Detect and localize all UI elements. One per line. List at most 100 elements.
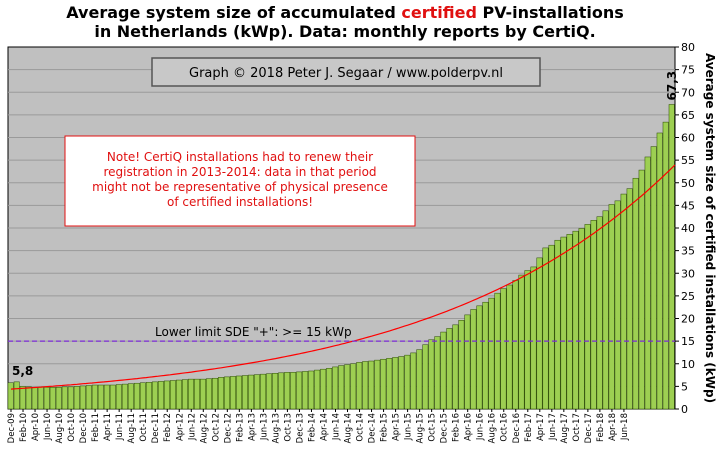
- bar: [368, 360, 375, 410]
- bar: [73, 386, 80, 410]
- x-axis: Dec-09 Feb-10 Apr-10 Jun-10 Aug-10 Oct-10 Dec-…: [7, 409, 630, 443]
- bar: [380, 358, 387, 410]
- title-part-end: PV-installations: [476, 3, 624, 22]
- bar: [163, 380, 170, 410]
- bar: [31, 387, 38, 410]
- bar: [169, 380, 176, 410]
- bar: [344, 364, 351, 410]
- x-tick-label: Jun-16: [476, 413, 486, 441]
- bar: [578, 228, 585, 410]
- bar: [19, 386, 26, 410]
- bar: [49, 387, 56, 410]
- x-tick-label: Jun-18: [620, 413, 630, 441]
- bar: [326, 368, 333, 410]
- x-tick-label: Oct-12: [211, 413, 221, 442]
- bar: [314, 369, 321, 410]
- bar: [200, 378, 206, 410]
- bar: [79, 385, 86, 410]
- bar: [668, 104, 675, 410]
- note-box: Note! CertiQ installations had to renew …: [64, 135, 416, 227]
- bar: [362, 361, 369, 410]
- y-tick-label: 45: [681, 199, 695, 212]
- x-tick-label: Apr-17: [536, 413, 546, 441]
- x-tick-label: Apr-14: [320, 413, 330, 441]
- bar: [91, 384, 98, 410]
- bar: [194, 378, 200, 410]
- bar: [176, 379, 182, 410]
- bar: [115, 384, 122, 410]
- note-line-4: of certified installations!: [167, 195, 313, 209]
- bar: [434, 336, 441, 410]
- bar: [230, 376, 236, 410]
- bar: [338, 365, 345, 410]
- bar: [97, 384, 104, 410]
- x-tick-label: Apr-11: [103, 413, 113, 441]
- bar: [626, 188, 633, 410]
- bar: [242, 375, 249, 410]
- x-tick-label: Jun-11: [115, 413, 125, 441]
- bar: [440, 331, 447, 410]
- x-tick-label: Dec-10: [79, 413, 89, 443]
- bar: [284, 372, 291, 410]
- x-tick-label: Dec-16: [512, 413, 522, 443]
- x-tick-label: Aug-13: [271, 413, 281, 443]
- bar: [464, 314, 471, 410]
- bar: [518, 274, 525, 410]
- bar: [494, 292, 501, 410]
- x-tick-label: Oct-17: [572, 413, 582, 442]
- x-tick-label: Dec-15: [440, 413, 450, 443]
- note-line-2: registration in 2013-2014: data in that …: [103, 165, 376, 179]
- x-tick-label: Oct-15: [428, 413, 438, 442]
- bar: [224, 376, 230, 410]
- bar: [67, 386, 74, 410]
- bar: [145, 382, 152, 410]
- x-tick-label: Jun-13: [259, 413, 269, 441]
- bar: [548, 244, 555, 410]
- x-tick-label: Jun-17: [548, 413, 558, 441]
- note-line-3: might not be representative of physical …: [92, 180, 388, 194]
- credit-box: Graph © 2018 Peter J. Segaar / www.polde…: [151, 57, 541, 87]
- bars: [7, 104, 675, 410]
- bar: [109, 384, 116, 410]
- bar: [506, 284, 513, 410]
- bar: [157, 381, 164, 410]
- bar: [139, 382, 146, 410]
- y-tick-label: 35: [681, 245, 695, 258]
- x-tick-label: Feb-18: [596, 413, 606, 442]
- y-tick-label: 80: [681, 41, 695, 54]
- bar: [512, 280, 519, 410]
- bar: [614, 200, 621, 410]
- x-tick-label: Jun-15: [404, 413, 414, 441]
- y-tick-label: 60: [681, 132, 695, 145]
- y-tick-label: 20: [681, 313, 695, 326]
- x-tick-label: Feb-14: [308, 413, 318, 442]
- bar: [127, 383, 134, 410]
- y-tick-label: 40: [681, 222, 695, 235]
- bar: [428, 339, 435, 410]
- bar: [103, 384, 110, 410]
- y-axis: 0 5 10 15 20 25 30 35 40 45 50 55 60 65 70 75 80: [675, 41, 695, 416]
- bar: [43, 387, 50, 410]
- x-tick-label: Dec-13: [295, 413, 305, 443]
- x-tick-label: Apr-13: [247, 413, 257, 441]
- y-tick-label: 55: [681, 154, 695, 167]
- title-highlight: certified: [401, 3, 477, 22]
- bar: [656, 132, 663, 410]
- x-tick-label: Apr-16: [464, 413, 474, 441]
- bar: [650, 146, 657, 410]
- x-tick-label: Jun-14: [332, 413, 342, 441]
- bar: [308, 370, 315, 410]
- bar: [524, 270, 531, 410]
- bar: [590, 220, 597, 410]
- x-tick-label: Oct-11: [139, 413, 149, 442]
- bar: [133, 382, 140, 410]
- x-tick-label: Dec-14: [368, 413, 378, 443]
- bar: [13, 381, 20, 410]
- note-line-1: Note! CertiQ installations had to renew …: [107, 150, 373, 164]
- bar: [296, 371, 303, 410]
- bar: [452, 324, 459, 410]
- y-tick-label: 5: [681, 380, 688, 393]
- x-tick-label: Aug-11: [127, 413, 137, 443]
- y-tick-label: 25: [681, 290, 695, 303]
- bar: [416, 349, 423, 410]
